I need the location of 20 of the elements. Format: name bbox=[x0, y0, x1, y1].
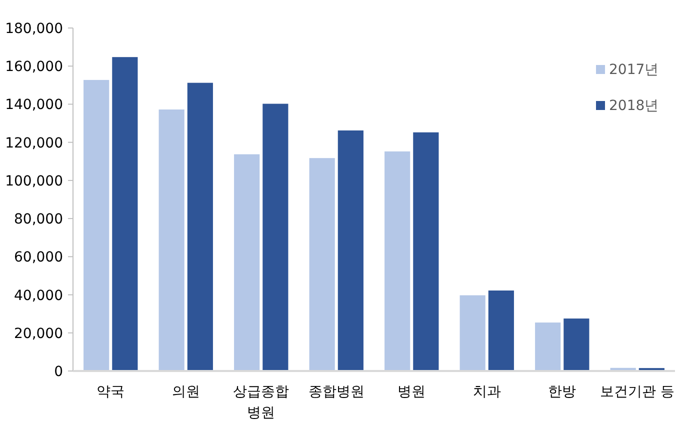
x-tick-label: 병원 bbox=[398, 384, 426, 400]
y-tick-label: 40,000 bbox=[14, 288, 63, 304]
y-tick-label: 140,000 bbox=[5, 97, 63, 114]
x-tick-label: 상급종합 병원 bbox=[233, 384, 290, 421]
y-tick-label: 180,000 bbox=[5, 21, 63, 37]
y-tick-label: 100,000 bbox=[5, 173, 63, 190]
legend-label: 2017년 bbox=[609, 62, 659, 78]
y-tick-label: 120,000 bbox=[5, 135, 63, 152]
x-tick-label: 의원 bbox=[172, 384, 200, 400]
y-tick-label: 160,000 bbox=[5, 59, 63, 76]
x-tick-label: 약국 bbox=[96, 384, 125, 400]
x-tick-label: 종합병원 bbox=[308, 384, 364, 400]
y-tick-label: 20,000 bbox=[14, 326, 63, 342]
y-tick-label: 0 bbox=[54, 364, 63, 380]
x-tick-label: 보건기관 등 bbox=[600, 384, 675, 400]
x-tick-label: 치과 bbox=[472, 384, 501, 400]
legend-label: 2018년 bbox=[609, 98, 659, 114]
y-tick-label: 80,000 bbox=[14, 212, 63, 228]
x-tick-label: 한방 bbox=[548, 384, 576, 400]
y-tick-label: 60,000 bbox=[14, 250, 63, 266]
